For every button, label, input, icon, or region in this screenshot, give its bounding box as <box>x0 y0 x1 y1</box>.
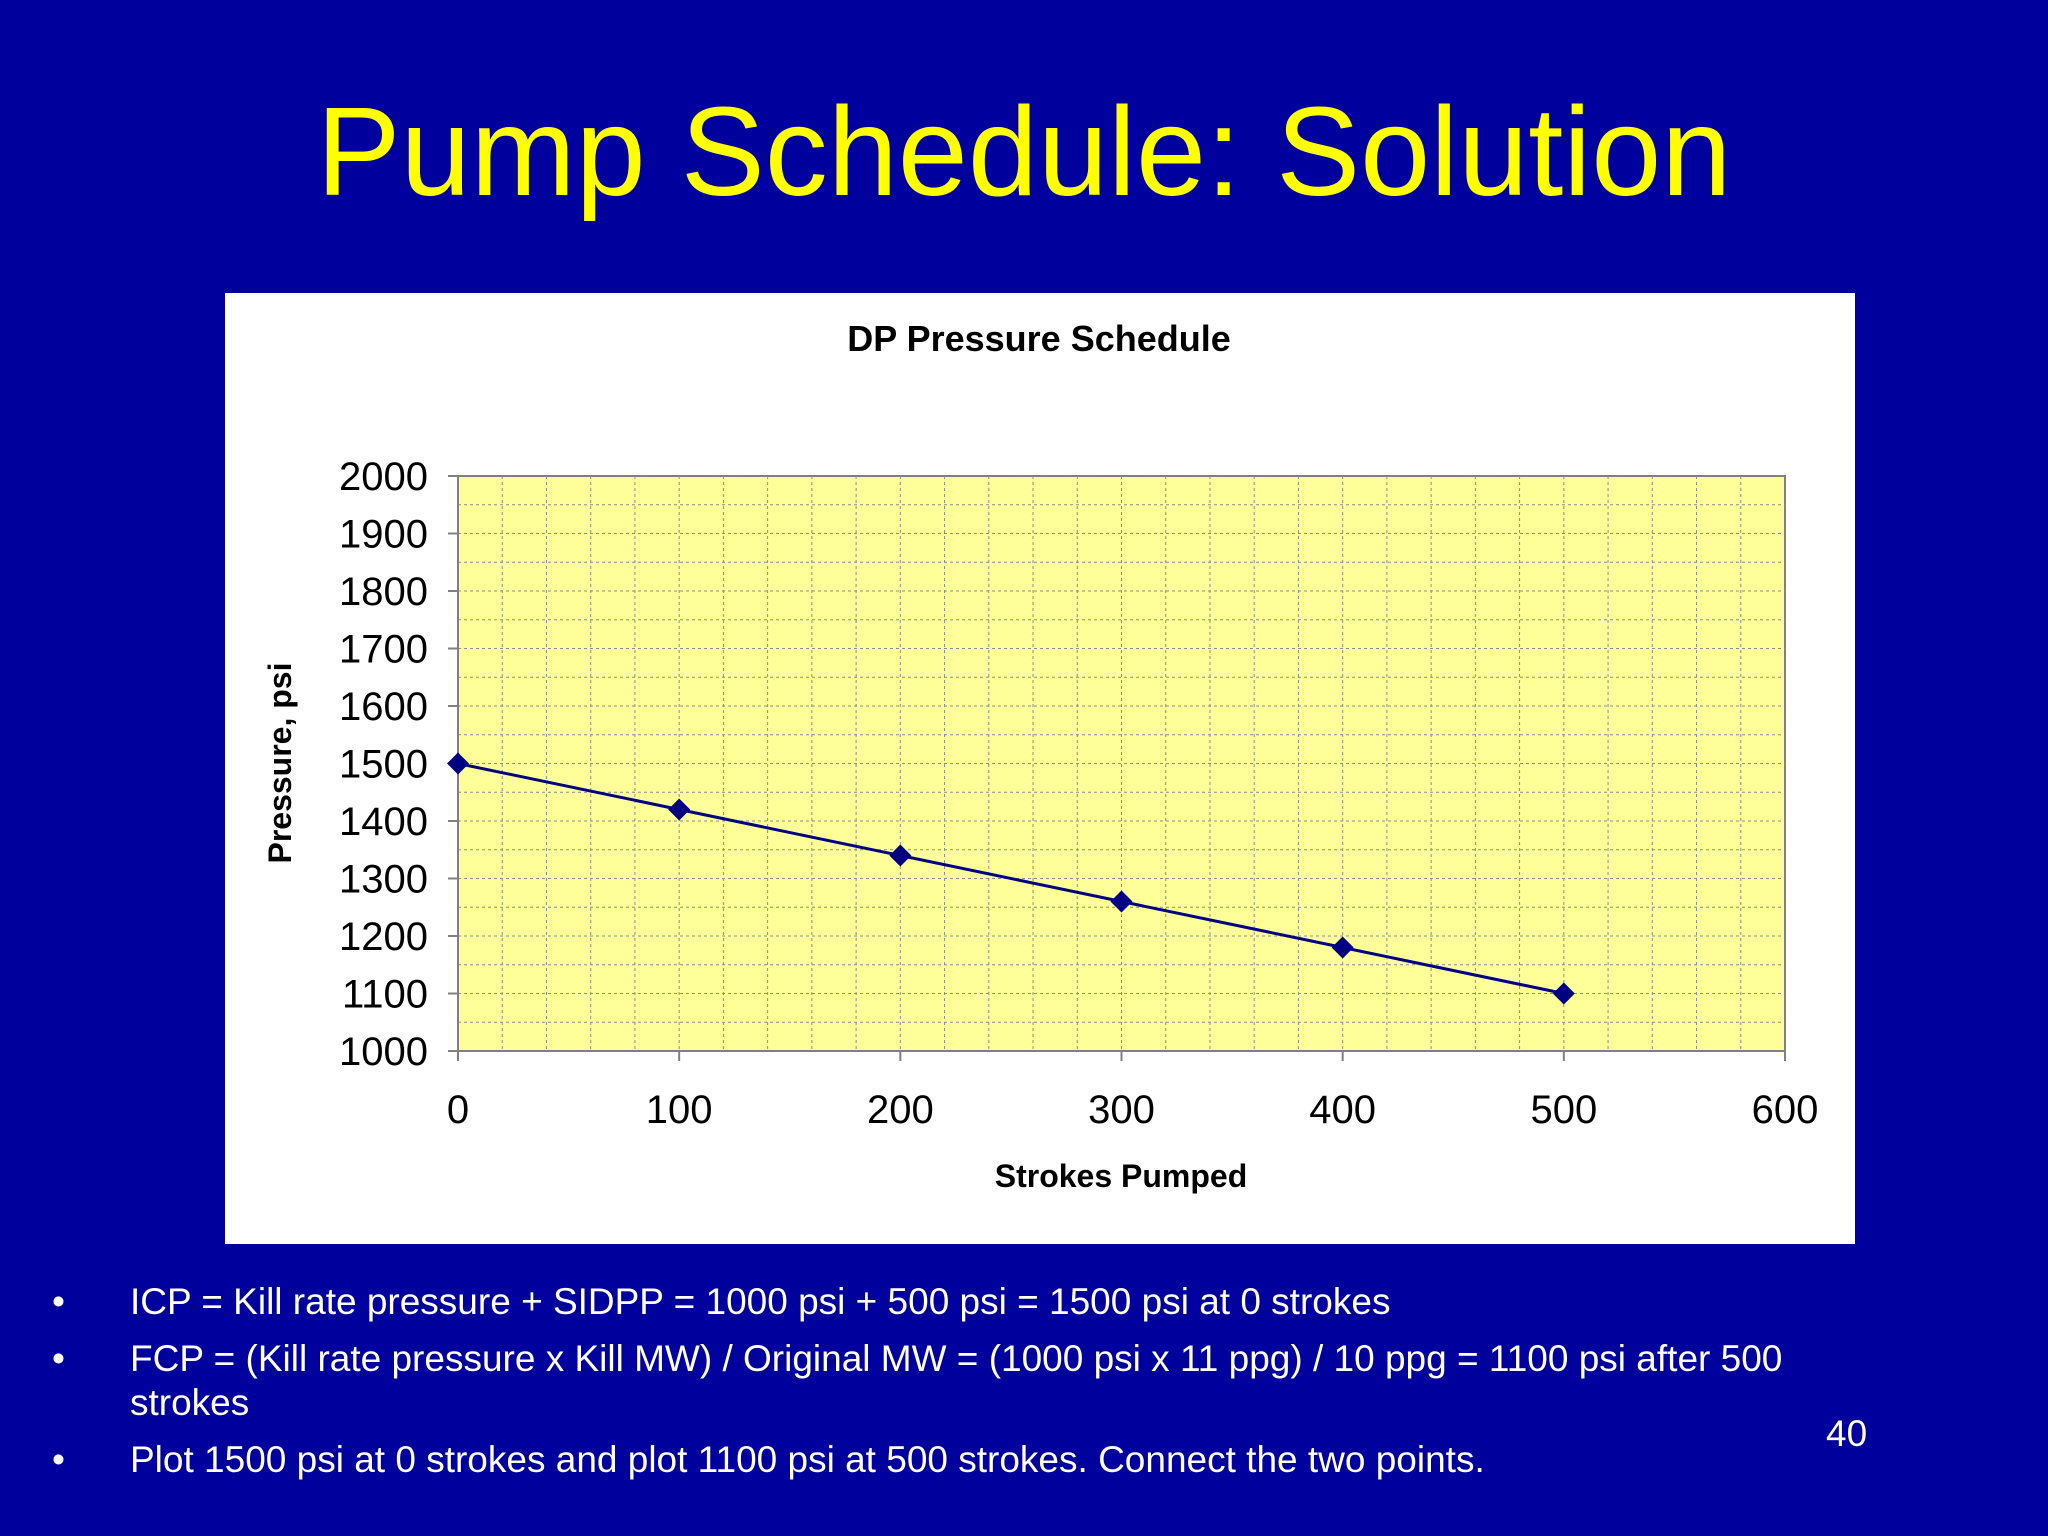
y-tick-label: 1300 <box>339 858 428 902</box>
y-tick-label: 1000 <box>339 1030 428 1074</box>
bullet-dot: • <box>52 1439 65 1480</box>
x-tick-label: 200 <box>867 1088 934 1132</box>
y-tick-label: 1600 <box>339 685 428 729</box>
x-tick-label: 100 <box>646 1088 713 1132</box>
y-tick-labels: 1000 1100 1200 1300 1400 1500 1600 1700 1800 1900… <box>339 455 428 1074</box>
y-tick-label: 1200 <box>339 915 428 959</box>
data-point-marker <box>447 752 469 775</box>
page-number: 40 <box>1826 1413 1868 1454</box>
x-tick-label: 600 <box>1752 1088 1819 1132</box>
x-tick-labels: 0 100 200 300 400 500 600 <box>447 1088 1819 1132</box>
chart-title: DP Pressure Schedule <box>847 318 1231 359</box>
y-tick-label: 1800 <box>339 570 428 614</box>
data-point-marker <box>1110 890 1133 913</box>
data-point-marker <box>1331 936 1354 959</box>
y-tick-label: 1100 <box>342 973 428 1017</box>
y-axis-label: Pressure, psi <box>262 663 298 864</box>
y-tick-label: 1500 <box>339 743 428 787</box>
x-tick-label: 0 <box>447 1088 469 1132</box>
bullet-text: Plot 1500 psi at 0 strokes and plot 1100… <box>130 1439 1485 1480</box>
y-tick-label: 1400 <box>339 800 428 844</box>
data-point-marker <box>668 798 691 821</box>
bullet-item: • FCP = (Kill rate pressure x Kill MW) /… <box>40 1337 1800 1425</box>
series-pressure <box>447 752 1575 1005</box>
x-tick-label: 300 <box>1088 1088 1155 1132</box>
bullet-item: • ICP = Kill rate pressure + SIDPP = 100… <box>40 1280 1800 1324</box>
bullet-list: • ICP = Kill rate pressure + SIDPP = 100… <box>40 1280 1800 1495</box>
x-tick-label: 400 <box>1309 1088 1376 1132</box>
line-chart: DP Pressure Schedule 1000110012001300140… <box>262 318 1819 1194</box>
bullet-dot: • <box>52 1338 65 1379</box>
bullet-text: FCP = (Kill rate pressure x Kill MW) / O… <box>130 1338 1783 1423</box>
series-line <box>457 762 1565 995</box>
y-tick-label: 1700 <box>339 628 428 672</box>
gridlines <box>458 476 1785 1051</box>
y-tick-label: 1900 <box>339 513 428 557</box>
x-axis-label: Strokes Pumped <box>995 1158 1248 1194</box>
bullet-item: • Plot 1500 psi at 0 strokes and plot 11… <box>40 1438 1800 1482</box>
x-tick-label: 500 <box>1530 1088 1597 1132</box>
y-tick-label: 2000 <box>339 455 428 499</box>
data-point-marker <box>1552 982 1575 1005</box>
data-point-marker <box>889 844 912 867</box>
chart-panel: DP Pressure Schedule 1000 1100 1200 1300 140… <box>225 293 1855 1244</box>
slide-title: Pump Schedule: Solution <box>316 81 1732 222</box>
bullet-text: ICP = Kill rate pressure + SIDPP = 1000 … <box>130 1281 1391 1322</box>
bullet-dot: • <box>52 1281 65 1322</box>
